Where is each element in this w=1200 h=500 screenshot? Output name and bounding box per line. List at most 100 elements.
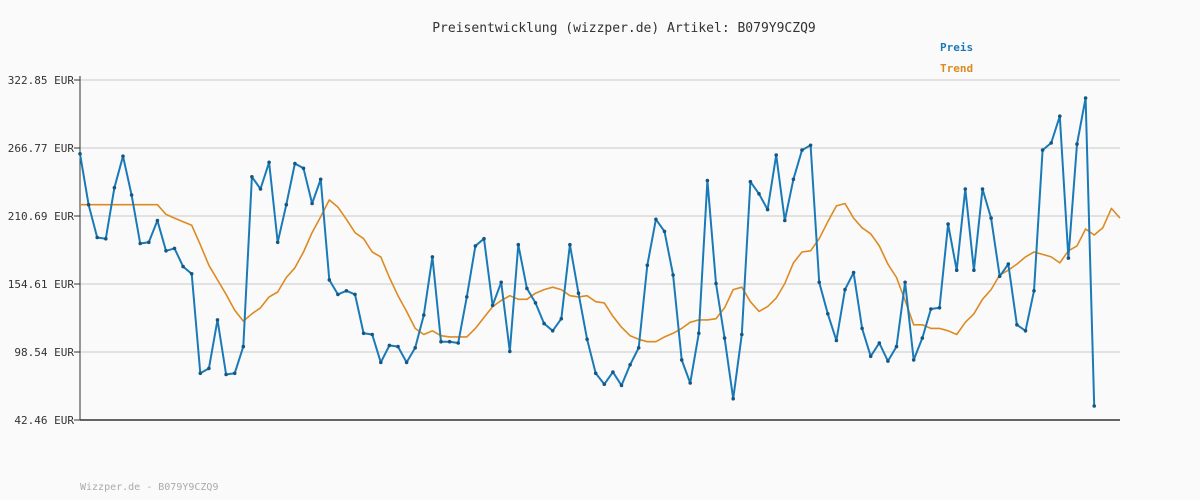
y-tick-label: 98.54 EUR: [14, 346, 74, 359]
chart-title: Preisentwicklung (wizzper.de) Artikel: B…: [432, 21, 816, 36]
data-point-preis: [499, 280, 504, 285]
data-point-preis: [911, 358, 916, 362]
data-point-preis: [662, 229, 667, 234]
data-point-preis: [611, 370, 615, 374]
data-point-preis: [224, 372, 228, 377]
data-point-preis: [112, 185, 117, 190]
data-point-preis: [989, 216, 993, 220]
y-tick-label: 42.46 EUR: [14, 414, 74, 427]
data-point-preis: [834, 338, 839, 343]
data-point-preis: [929, 307, 933, 311]
data-point-preis: [465, 295, 469, 299]
data-point-preis: [980, 187, 985, 191]
data-point-preis: [817, 280, 821, 285]
data-point-preis: [301, 166, 306, 171]
data-point-preis: [602, 382, 607, 387]
data-point-preis: [104, 236, 108, 241]
data-point-preis: [121, 154, 125, 158]
axis-layer: 322.85 EUR 266.77 EUR 210.69 EUR 154.61 EUR…: [8, 74, 1120, 427]
data-point-preis: [413, 346, 418, 350]
data-point-preis: [138, 241, 142, 246]
data-point-preis: [387, 343, 392, 348]
data-point-preis: [542, 321, 546, 326]
data-point-preis: [576, 291, 581, 296]
data-point-preis: [525, 286, 529, 291]
data-point-preis: [860, 326, 864, 331]
data-point-preis: [267, 160, 271, 165]
data-point-preis: [516, 242, 521, 247]
data-point-preis: [765, 207, 770, 212]
data-point-preis: [963, 187, 968, 191]
y-tick-label: 154.61 EUR: [8, 278, 75, 291]
data-point-preis: [232, 371, 237, 376]
data-point-preis: [585, 337, 589, 342]
data-point-preis: [164, 249, 168, 253]
data-point-preis: [327, 278, 332, 282]
data-point-preis: [568, 242, 572, 247]
data-point-preis: [877, 341, 882, 345]
data-point-preis: [353, 292, 357, 297]
data-point-preis: [86, 202, 91, 207]
data-point-preis: [722, 336, 727, 340]
data-point-preis: [482, 236, 486, 241]
data-point-preis: [1015, 323, 1019, 327]
data-point-preis: [946, 222, 950, 226]
data-point-preis: [645, 263, 650, 268]
data-point-preis: [422, 313, 426, 317]
data-point-preis: [559, 316, 564, 321]
data-point-preis: [344, 289, 349, 293]
data-point-preis: [1066, 256, 1071, 260]
data-point-preis: [155, 218, 160, 223]
data-point-preis: [903, 280, 907, 285]
data-point-preis: [619, 383, 624, 388]
data-point-preis: [628, 363, 632, 367]
data-point-preis: [688, 381, 692, 385]
series-line-trend: [80, 199, 1121, 343]
data-point-preis: [129, 193, 134, 197]
data-point-preis: [284, 202, 289, 207]
data-point-preis: [671, 273, 675, 277]
data-point-preis: [636, 346, 641, 350]
data-point-preis: [654, 217, 658, 222]
data-point-preis: [189, 272, 194, 276]
data-point-preis: [808, 143, 813, 148]
data-point-preis: [1058, 114, 1062, 118]
data-point-preis: [1040, 148, 1045, 152]
data-point-preis: [697, 331, 701, 336]
data-point-preis: [851, 270, 856, 275]
data-point-preis: [937, 306, 942, 310]
chart-footer: Wizzper.de - B079Y9CZQ9: [80, 482, 218, 493]
data-point-preis: [705, 178, 710, 183]
data-point-preis: [593, 371, 598, 376]
data-point-preis: [757, 192, 761, 196]
data-point-preis: [473, 244, 478, 248]
data-point-preis: [215, 318, 220, 322]
data-point-preis: [172, 246, 177, 251]
data-point-preis: [800, 148, 804, 152]
data-point-preis: [679, 358, 684, 362]
data-point-preis: [250, 175, 254, 179]
data-point-preis: [1032, 289, 1036, 293]
data-point-preis: [361, 331, 366, 336]
data-point-preis: [714, 281, 718, 286]
data-point-preis: [550, 329, 555, 333]
data-point-preis: [868, 354, 873, 359]
data-point-preis: [731, 396, 735, 401]
y-tick-label: 210.69 EUR: [8, 210, 75, 223]
data-point-preis: [370, 332, 375, 337]
data-point-preis: [783, 218, 787, 223]
data-point-preis: [78, 152, 82, 156]
grid-layer: [80, 79, 1120, 353]
data-point-preis: [258, 187, 263, 191]
data-point-preis: [207, 366, 211, 371]
data-point-preis: [241, 344, 246, 349]
data-point-preis: [791, 177, 796, 182]
data-point-preis: [740, 332, 744, 337]
data-point-preis: [774, 153, 778, 157]
data-point-preis: [430, 255, 435, 259]
data-point-preis: [447, 339, 452, 344]
data-point-preis: [318, 177, 323, 182]
data-point-preis: [1049, 141, 1053, 145]
legend: Preis Trend: [940, 41, 973, 75]
